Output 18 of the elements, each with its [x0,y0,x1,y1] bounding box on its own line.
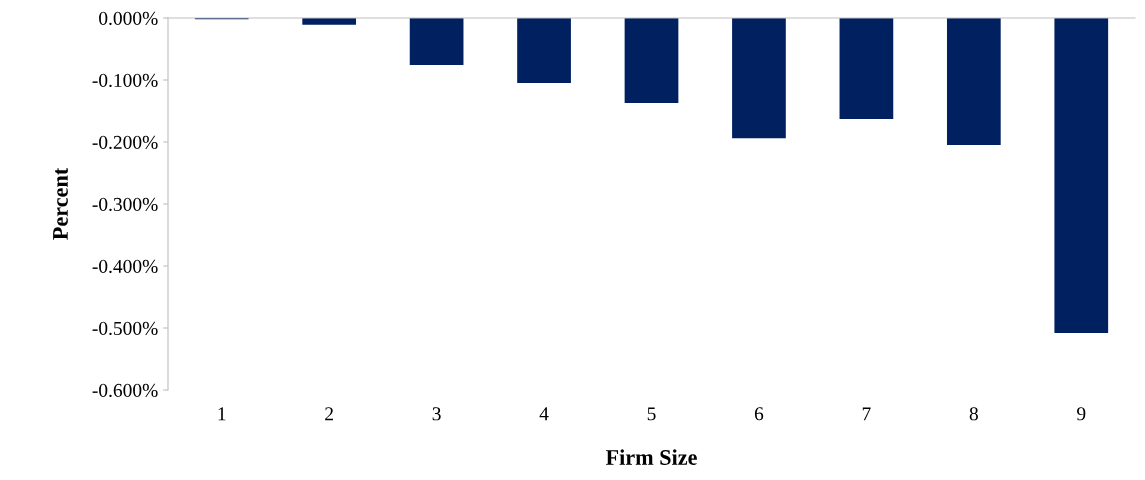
y-tick-label: -0.100% [92,73,158,88]
x-tick-label: 1 [218,407,226,421]
x-tick-label: 3 [432,407,441,421]
x-tick-label: 8 [969,407,978,421]
x-tick-label: 6 [754,407,764,421]
x-tick-label: 7 [862,407,871,421]
y-tick-label: -0.200% [92,135,158,150]
y-axis-title: Percent [53,167,68,240]
x-tick-label: 2 [325,407,333,421]
y-tick-label: -0.300% [92,197,158,212]
x-tick-label: 9 [1077,407,1086,421]
y-tick-label: -0.500% [92,321,158,336]
y-tick-label: -0.600% [92,383,158,398]
x-tick-label: 4 [539,407,549,421]
x-tick-label: 5 [647,407,656,421]
y-tick-label: -0.400% [92,259,158,274]
x-axis-title: Firm Size [605,449,697,465]
y-tick-label: 0.000% [99,11,158,26]
